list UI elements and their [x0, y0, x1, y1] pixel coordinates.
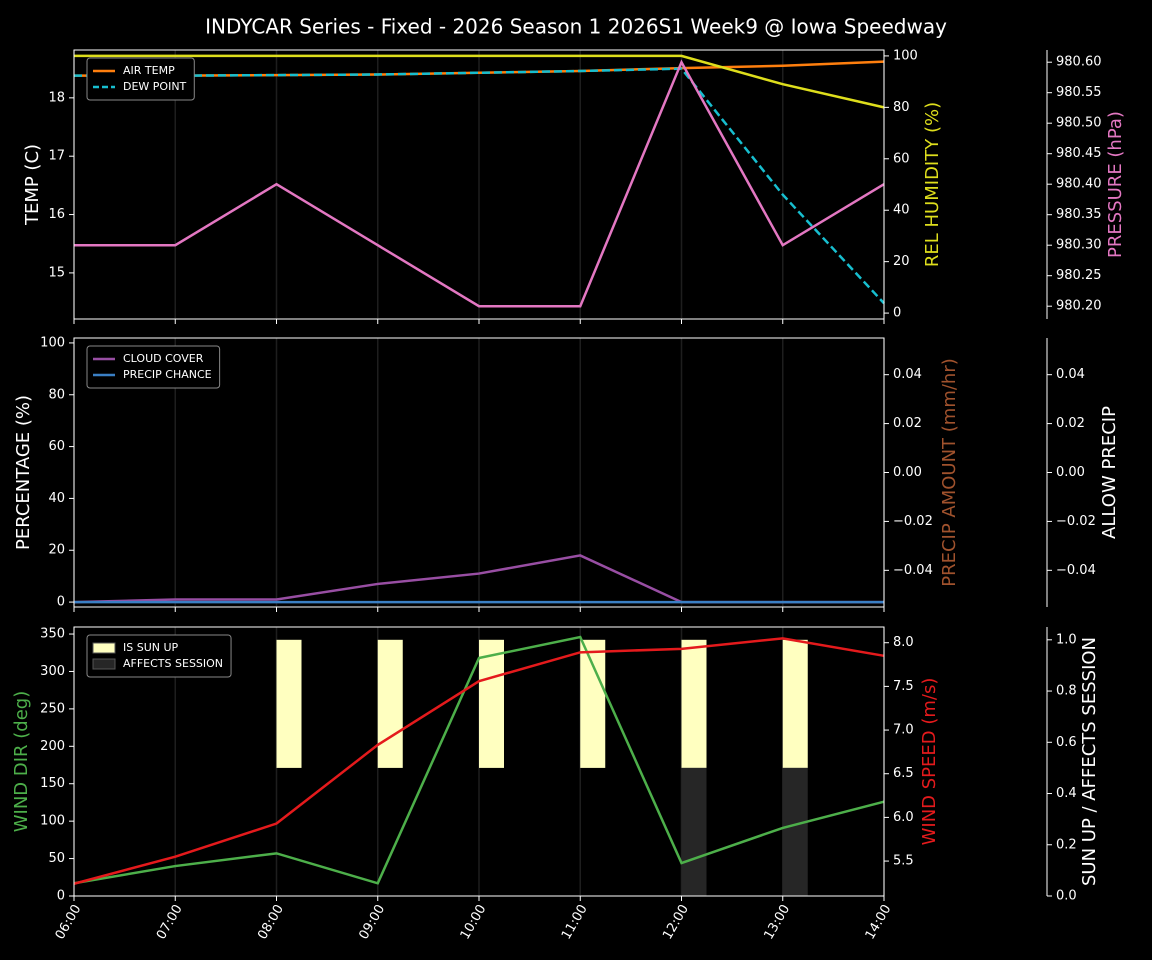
legend-box [86, 57, 195, 101]
y-tick-label: 980.20 [1056, 299, 1102, 314]
y-tick-label: 60 [893, 151, 910, 166]
y-tick-label: 18 [48, 90, 65, 105]
y-tick-label: 100 [40, 814, 65, 829]
y-tick-label: 0.8 [1056, 684, 1077, 699]
plot-frame [73, 49, 885, 320]
series-line [74, 67, 885, 305]
axis-label: SUN UP / AFFECTS SESSION [1079, 637, 1100, 886]
y-tick-label: 0.02 [893, 416, 922, 431]
axis-label: PRESSURE (hPa) [1105, 111, 1126, 258]
y-tick-label: −0.02 [1056, 514, 1096, 529]
y-tick-label: 40 [48, 491, 65, 506]
legend-box [86, 634, 232, 678]
legend-label: AIR TEMP [123, 64, 175, 77]
y-tick-label: 200 [40, 739, 65, 754]
bar [276, 639, 302, 768]
y-tick-label: 250 [40, 701, 65, 716]
y-tick-label: 300 [40, 664, 65, 679]
y-tick-label: 0.4 [1056, 786, 1077, 801]
y-tick-label: 8.0 [893, 635, 914, 650]
bar [580, 639, 606, 768]
y-tick-label: 0.0 [1056, 889, 1077, 904]
y-tick-label: 980.30 [1056, 238, 1102, 253]
axis-label: PERCENTAGE (%) [13, 395, 34, 550]
y-tick-label: 980.60 [1056, 55, 1102, 70]
y-tick-label: 16 [48, 207, 65, 222]
bar [479, 639, 504, 768]
y-tick-label: 0 [57, 595, 65, 610]
y-tick-label: 100 [893, 48, 918, 63]
axis-label: REL HUMIDITY (%) [922, 102, 943, 267]
y-tick-label: 15 [48, 265, 65, 280]
bar [681, 639, 707, 768]
y-tick-label: 980.40 [1056, 177, 1102, 192]
y-tick-label: 0 [57, 889, 65, 904]
series-line [74, 54, 885, 109]
series-line [74, 59, 885, 308]
y-tick-label: −0.04 [893, 563, 933, 578]
bar [681, 767, 707, 896]
series-line [73, 635, 885, 885]
legend-swatch [92, 642, 116, 654]
axis-label: TEMP (C) [22, 144, 43, 226]
legend-label: CLOUD COVER [123, 352, 204, 365]
y-tick-label: 5.5 [893, 854, 914, 869]
y-tick-label: 40 [893, 203, 910, 218]
bar [782, 767, 808, 896]
y-tick-label: 7.0 [893, 723, 914, 738]
y-tick-label: −0.02 [893, 514, 933, 529]
bar [782, 639, 808, 768]
y-tick-label: 80 [48, 387, 65, 402]
y-tick-label: 7.5 [893, 679, 914, 694]
legend-label: AFFECTS SESSION [123, 657, 223, 670]
y-tick-label: 100 [40, 335, 65, 350]
y-tick-label: 980.55 [1056, 85, 1102, 100]
y-tick-label: 20 [893, 254, 910, 269]
y-tick-label: 0.04 [1056, 367, 1085, 382]
y-tick-label: 6.0 [893, 810, 914, 825]
y-tick-label: 0.00 [893, 465, 922, 480]
y-tick-label: 980.25 [1056, 268, 1102, 283]
axis-label: PRECIP AMOUNT (mm/hr) [939, 358, 960, 587]
legend-box [86, 345, 221, 389]
axis-label: ALLOW PRECIP [1099, 406, 1120, 539]
legend-swatch [92, 658, 116, 670]
legend-label: DEW POINT [123, 80, 187, 93]
chart-title: INDYCAR Series - Fixed - 2026 Season 1 2… [205, 15, 947, 39]
plot-frame [73, 337, 885, 608]
y-tick-label: −0.04 [1056, 563, 1096, 578]
y-tick-label: 60 [48, 439, 65, 454]
y-tick-label: 6.5 [893, 766, 914, 781]
y-tick-label: 17 [48, 149, 65, 164]
legend-label: IS SUN UP [123, 641, 179, 654]
y-tick-label: 0 [893, 306, 901, 321]
y-tick-label: 150 [40, 776, 65, 791]
y-tick-label: 80 [893, 100, 910, 115]
y-tick-label: 980.35 [1056, 207, 1102, 222]
y-tick-label: 0.2 [1056, 837, 1077, 852]
y-tick-label: 0.00 [1056, 465, 1085, 480]
y-tick-label: 50 [48, 851, 65, 866]
y-tick-label: 980.50 [1056, 116, 1102, 131]
y-tick-label: 0.6 [1056, 735, 1077, 750]
y-tick-label: 0.04 [893, 367, 922, 382]
axis-label: WIND DIR (deg) [11, 691, 32, 833]
y-tick-label: 20 [48, 543, 65, 558]
legend-label: PRECIP CHANCE [123, 368, 212, 381]
y-tick-label: 1.0 [1056, 632, 1077, 647]
y-tick-label: 980.45 [1056, 146, 1102, 161]
bar [377, 639, 403, 768]
y-tick-label: 0.02 [1056, 416, 1085, 431]
axis-label: WIND SPEED (m/s) [919, 678, 940, 846]
series-line [73, 637, 885, 885]
y-tick-label: 350 [40, 627, 65, 642]
plot-frame [73, 626, 885, 897]
